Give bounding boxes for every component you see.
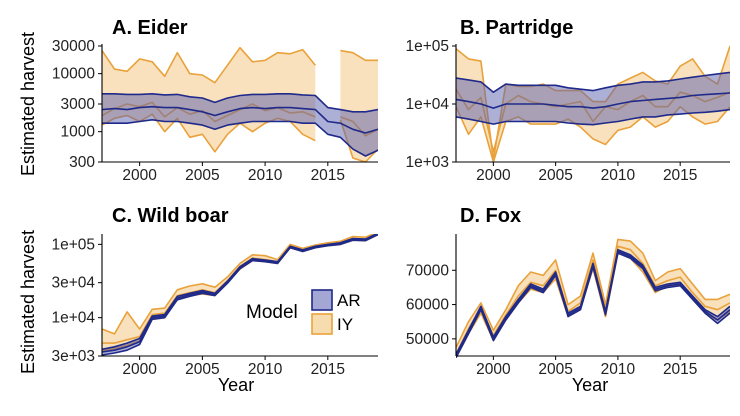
line-ar-lower: [102, 234, 378, 356]
series-ar: [456, 71, 730, 126]
y-tick-label: 3e+04: [51, 275, 95, 292]
series-ar: [102, 234, 378, 356]
x-tick-label: 2000: [122, 361, 157, 378]
band-iy: [456, 239, 730, 358]
line-ar-lower: [456, 252, 730, 358]
y-tick-label: 1e+03: [405, 154, 449, 171]
line-ar-mid: [456, 250, 730, 357]
x-tick-label: 2000: [122, 167, 157, 184]
y-tick-label: 300: [69, 154, 95, 171]
band-ar: [456, 72, 730, 125]
x-tick-label: 2005: [538, 167, 572, 184]
y-tick-label: 3e+03: [51, 348, 95, 365]
y-tick-label: 10000: [52, 66, 95, 83]
panel-title: A. Eider: [112, 17, 188, 39]
line-ar-lower: [102, 119, 378, 157]
x-tick-label: 2005: [538, 361, 572, 378]
y-tick-label: 60000: [406, 297, 449, 314]
y-axis-label-top: Estimated harvest: [18, 32, 38, 176]
panel-title: C. Wild boar: [112, 205, 229, 227]
series-iy: [456, 238, 730, 358]
x-axis-label-right: Year: [572, 375, 608, 395]
plot-area: [456, 238, 730, 358]
panel-eider: A. Eider 2000 2005 2010 2015 300 1000 3000 10000…: [52, 17, 378, 184]
y-tick-label: 3000: [61, 96, 96, 113]
x-tick-label: 2010: [601, 361, 636, 378]
y-tick-label: 1000: [61, 124, 96, 141]
line-ar-lower: [456, 108, 730, 126]
line-iy-upper: [102, 234, 376, 335]
x-tick-label: 2000: [476, 361, 511, 378]
x-tick-label: 2015: [311, 167, 345, 184]
legend-swatch-ar: [311, 289, 333, 311]
x-tick-label: 2005: [185, 167, 219, 184]
x-tick-label: 2015: [663, 361, 697, 378]
legend: Model AR IY: [246, 289, 361, 335]
line-ar-upper: [456, 71, 730, 93]
y-tick-label: 1e+05: [405, 38, 449, 55]
line-iy-mid: [456, 245, 730, 355]
band-ar: [102, 93, 378, 156]
x-tick-label: 2010: [248, 167, 283, 184]
series-ar: [456, 248, 730, 358]
y-tick-label: 30000: [52, 38, 95, 55]
series-ar: [102, 93, 378, 157]
x-axis-label-left: Year: [218, 375, 254, 395]
legend-swatch-iy: [311, 313, 333, 335]
line-iy-upper: [102, 46, 316, 84]
line-iy-upper: [340, 49, 378, 62]
y-tick-label: 1e+05: [51, 236, 95, 253]
x-tick-label: 2000: [476, 167, 511, 184]
line-ar-mid: [456, 92, 730, 109]
y-tick-label: 70000: [406, 262, 449, 279]
x-tick-label: 2015: [311, 361, 345, 378]
legend-label-iy: IY: [337, 315, 353, 334]
x-tick-label: 2010: [248, 361, 283, 378]
x-tick-label: 2010: [601, 167, 636, 184]
y-tick-label: 50000: [406, 331, 449, 348]
plot-area: [456, 45, 730, 163]
panel-title: B. Partridge: [460, 17, 573, 39]
x-tick-label: 2005: [185, 361, 219, 378]
plot-area: [102, 46, 378, 163]
y-tick-label: 1e+04: [405, 96, 449, 113]
line-ar-upper: [456, 248, 730, 355]
line-ar-upper: [102, 93, 378, 113]
plot-area: [102, 234, 378, 356]
panel-partridge: B. Partridge 2000 2005 2010 2015 1e+03 1e+04 1e…: [405, 17, 730, 184]
x-tick-label: 2015: [663, 167, 697, 184]
panel-title: D. Fox: [460, 205, 521, 227]
legend-label-ar: AR: [337, 291, 361, 310]
y-tick-label: 1e+04: [51, 310, 95, 327]
line-ar-mid: [102, 105, 378, 134]
panel-wild-boar: C. Wild boar 2000 2005 2010 2015 3e+03 1e+04 3e…: [51, 205, 378, 378]
line-iy-upper: [456, 238, 730, 348]
panel-fox: D. Fox 2000 2005 2010 2015 50000 60000 70000: [406, 205, 730, 378]
y-axis-label-bottom: Estimated harvest: [18, 230, 38, 374]
legend-title: Model: [246, 302, 298, 323]
